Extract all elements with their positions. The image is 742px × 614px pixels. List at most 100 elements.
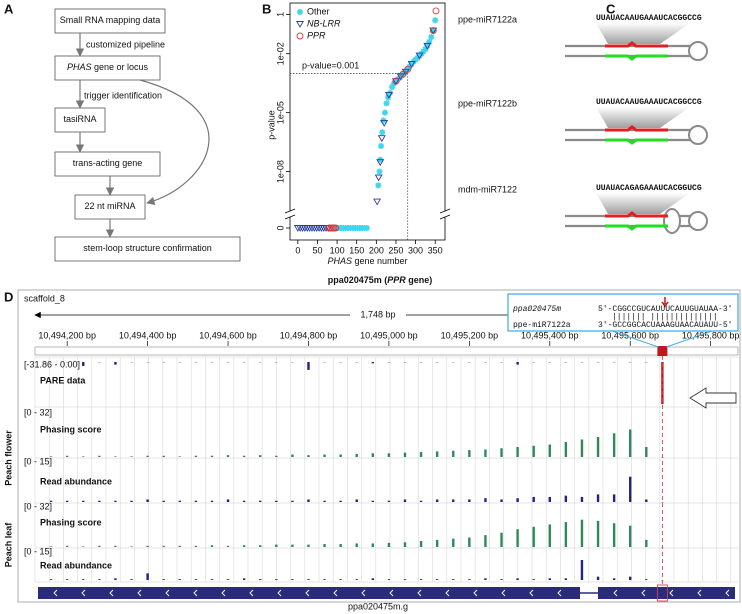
point bbox=[399, 70, 407, 78]
track-bar bbox=[259, 455, 262, 457]
track-bar bbox=[468, 579, 471, 580]
track-bar bbox=[355, 579, 358, 580]
track-bar bbox=[307, 544, 310, 547]
track-bar bbox=[49, 500, 53, 502]
track-bar bbox=[210, 545, 214, 547]
mirna-sequence: UUAUACAAUGAAAUCACGGCCG bbox=[596, 14, 702, 23]
track-bar bbox=[435, 539, 439, 547]
track-bar bbox=[452, 499, 455, 502]
point bbox=[375, 182, 382, 189]
flow-node-label-part: gene or locus bbox=[91, 62, 148, 72]
gene-body bbox=[38, 587, 735, 599]
browser-title-part: ppa020475m ( bbox=[328, 275, 388, 285]
flow-node-label-part: tasiRNA bbox=[63, 114, 96, 124]
track-bar bbox=[564, 442, 568, 457]
track-bar bbox=[242, 545, 246, 547]
alignment-target-seq: 5'-CGGCCGUCAUUUCAUUGUAUAA-3' bbox=[598, 305, 732, 314]
flow-node-label: 22 nt miRNA bbox=[84, 201, 135, 211]
track-bar bbox=[275, 579, 278, 580]
mirna-duplex bbox=[605, 41, 668, 48]
point bbox=[383, 100, 390, 107]
track-name: Read abundance bbox=[40, 560, 112, 570]
track-bar bbox=[226, 545, 230, 547]
point bbox=[430, 27, 437, 34]
point bbox=[374, 174, 383, 182]
gene-chevron bbox=[305, 589, 310, 597]
track-bar bbox=[484, 498, 487, 502]
gene-chevron bbox=[641, 589, 646, 597]
track-bar bbox=[82, 456, 85, 457]
track-bar bbox=[355, 499, 358, 502]
wedge bbox=[596, 23, 690, 44]
point bbox=[415, 52, 424, 60]
track-bar bbox=[65, 500, 69, 502]
point bbox=[392, 77, 400, 85]
legend-marker bbox=[296, 21, 304, 28]
slice-arrow bbox=[661, 297, 669, 308]
y-axis-label: p-value bbox=[266, 110, 276, 140]
track-bar bbox=[661, 362, 664, 404]
track-bar bbox=[114, 578, 117, 580]
track-bar bbox=[645, 539, 648, 547]
flow-node-label: Small RNA mapping data bbox=[60, 15, 161, 25]
coordinate-label: 10,494,400 bp bbox=[119, 330, 177, 340]
track-bar bbox=[98, 455, 101, 457]
track-bar bbox=[146, 545, 149, 547]
panel-label: B bbox=[262, 1, 271, 16]
point bbox=[376, 168, 383, 175]
axis-break bbox=[284, 211, 451, 217]
track-bar bbox=[98, 500, 101, 502]
point bbox=[426, 38, 433, 45]
track-bar bbox=[114, 362, 117, 365]
track-bar bbox=[484, 449, 487, 457]
gene-chevron bbox=[109, 589, 114, 597]
track-bar bbox=[435, 579, 439, 580]
track-bar bbox=[629, 476, 632, 502]
track-bar bbox=[130, 579, 133, 580]
track-bar bbox=[532, 496, 535, 502]
point bbox=[432, 7, 440, 15]
track-range: [0 - 15] bbox=[24, 456, 52, 466]
browser-title-part: gene) bbox=[406, 275, 433, 285]
y-tick-label: 1e-02 bbox=[275, 42, 285, 65]
track-bar bbox=[339, 454, 342, 457]
track-bar bbox=[226, 455, 230, 457]
track-bar bbox=[130, 546, 133, 547]
mirna-sequence: UUAUACAAUGAAAUCACGGCCG bbox=[596, 98, 702, 107]
coordinate-label: 10,495,400 bp bbox=[521, 330, 579, 340]
gene-chevron bbox=[221, 589, 226, 597]
track-bar bbox=[82, 362, 85, 366]
y-tick-label: 1 bbox=[275, 12, 285, 17]
track-bar bbox=[371, 578, 375, 580]
coordinate-label: 10,495,600 bp bbox=[601, 330, 659, 340]
gene-chevron bbox=[613, 589, 618, 597]
wedge bbox=[596, 107, 690, 128]
point bbox=[378, 143, 385, 150]
point bbox=[396, 73, 405, 81]
track-bar bbox=[371, 453, 375, 457]
track-bar bbox=[194, 500, 198, 502]
gene-chevron bbox=[249, 589, 254, 597]
x-tick-label: 300 bbox=[408, 245, 423, 255]
alignment-pairing: ||||||| |||||||||||||| bbox=[612, 313, 718, 322]
gene-name: ppa020475m.g bbox=[348, 601, 408, 611]
gene-chevron bbox=[417, 589, 422, 597]
track-bar bbox=[516, 447, 519, 457]
track-bar bbox=[194, 579, 198, 580]
track-bar bbox=[275, 500, 278, 502]
track-bar bbox=[580, 519, 584, 547]
track-bar bbox=[419, 452, 423, 457]
track-bar bbox=[419, 541, 423, 547]
track-bar bbox=[339, 544, 342, 547]
track-bar bbox=[580, 496, 584, 502]
track-bar bbox=[516, 498, 519, 502]
flow-node-label-part: stem-loop structure confirmation bbox=[83, 243, 212, 253]
group-label: Peach flower bbox=[3, 430, 13, 486]
track-bar bbox=[548, 578, 551, 580]
span-label: 1,748 bp bbox=[360, 309, 395, 319]
track-bar bbox=[82, 579, 85, 580]
flow-node bbox=[54, 236, 241, 262]
mirna-name: ppe-miR7122a bbox=[458, 14, 517, 24]
